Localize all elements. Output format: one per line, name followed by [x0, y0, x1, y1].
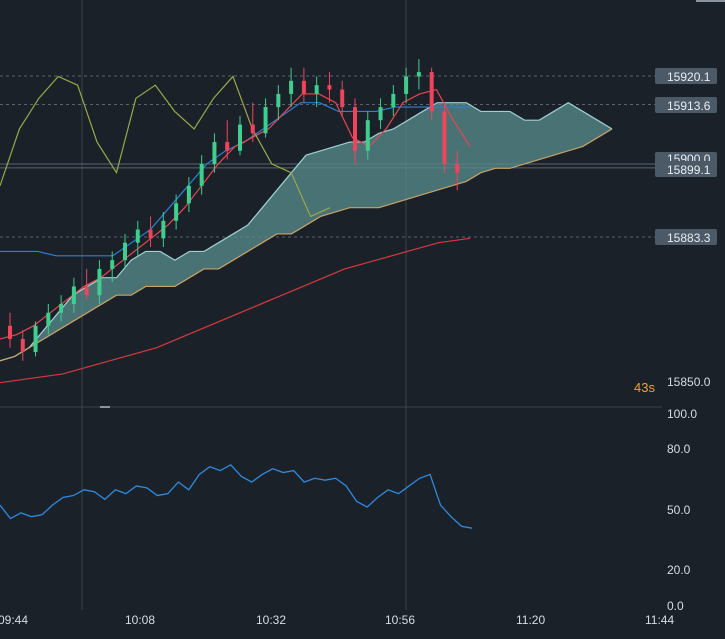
- time-axis-label: 10:56: [385, 613, 415, 627]
- time-axis-label: 11:20: [516, 613, 545, 627]
- candle-body: [8, 325, 12, 339]
- candle-body: [416, 72, 421, 77]
- pane-collapse-handle[interactable]: [100, 406, 110, 408]
- candle-body: [20, 338, 25, 353]
- rsi-axis-label: 20.0: [667, 563, 691, 577]
- candle-body: [161, 220, 166, 239]
- cloud-upper-line: [0, 101, 613, 362]
- candle-body: [250, 124, 255, 134]
- candle-body: [429, 72, 434, 112]
- candle-body: [404, 76, 409, 94]
- candle-body: [289, 80, 294, 94]
- candle-body: [59, 303, 64, 313]
- price-label: 15913.6: [667, 99, 711, 113]
- time-axis-label: 11:44: [645, 613, 674, 627]
- price-label-box: [655, 161, 717, 177]
- candle-countdown: 43s: [634, 380, 655, 395]
- cloud-lower-line: [0, 128, 613, 362]
- candle-body: [276, 93, 281, 108]
- candle-body: [225, 142, 230, 151]
- time-axis-label: 10:32: [256, 613, 286, 627]
- price-label: 15883.3: [667, 231, 711, 245]
- candle-body: [263, 107, 268, 134]
- candle-body: [455, 163, 460, 173]
- rsi-axis-label: 80.0: [667, 442, 691, 456]
- rsi-axis-label: 50.0: [667, 503, 691, 517]
- candle-body: [314, 85, 319, 94]
- candle-body: [238, 124, 242, 151]
- candle-body: [301, 80, 306, 94]
- candle-body: [135, 229, 140, 243]
- chikou-line: [0, 75, 331, 218]
- candle-body: [212, 142, 217, 164]
- rsi-axis-label: 0.0: [667, 599, 684, 613]
- candle-body: [365, 120, 370, 151]
- candle-body: [327, 85, 332, 90]
- time-axis-label: 09:44: [0, 613, 28, 627]
- rsi-line: [0, 464, 473, 529]
- price-label: 15899.1: [667, 163, 711, 177]
- time-axis-label: 10:08: [125, 613, 155, 627]
- candle-body: [174, 203, 179, 221]
- price-label-box: [655, 97, 717, 113]
- moving-average-line: [0, 237, 471, 384]
- candle-body: [123, 242, 127, 261]
- candle-body: [186, 185, 191, 204]
- candle-body: [33, 325, 38, 353]
- candle-body: [199, 163, 204, 186]
- candle-body: [110, 260, 115, 269]
- ichimoku-cloud: [0, 102, 612, 361]
- candle-body: [84, 286, 89, 296]
- candle-body: [391, 93, 396, 108]
- candle-body: [442, 111, 447, 164]
- price-label: 15920.1: [667, 70, 711, 84]
- price-label-box: [655, 68, 717, 84]
- price-label-box: [655, 229, 717, 245]
- candle-body: [46, 312, 51, 326]
- candle-body: [340, 89, 345, 108]
- candle-body: [97, 268, 102, 296]
- rsi-axis-label: 100.0: [667, 407, 697, 421]
- candle-body: [378, 107, 383, 121]
- candle-body: [148, 229, 153, 239]
- tenkan-line: [0, 88, 471, 340]
- candle-body: [71, 286, 76, 304]
- candle-body: [353, 107, 357, 151]
- corner-marker: [696, 0, 725, 2]
- price-axis-label: 15850.0: [667, 375, 711, 389]
